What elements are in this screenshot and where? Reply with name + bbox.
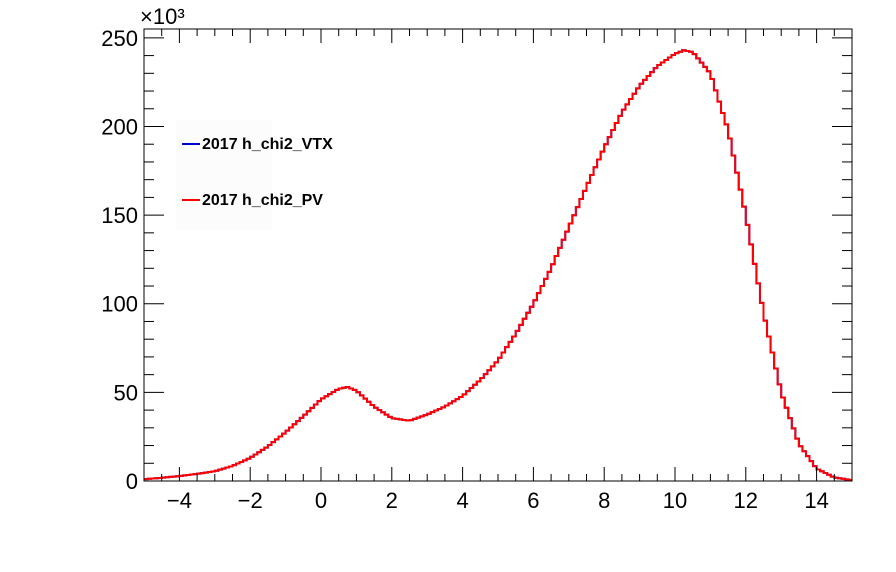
y-tick-label: 50 bbox=[114, 380, 138, 405]
legend-box bbox=[176, 120, 272, 230]
legend: 2017 h_chi2_VTX 2017 h_chi2_PV bbox=[176, 120, 333, 230]
legend-label-vtx: 2017 h_chi2_VTX bbox=[202, 136, 333, 153]
x-axis: −4 −2 0 2 4 6 8 10 12 14 bbox=[143, 29, 853, 513]
y-tick-label: 150 bbox=[101, 203, 138, 228]
x-tick-label: 0 bbox=[315, 488, 327, 513]
x-tick-label: 8 bbox=[598, 488, 610, 513]
x-tick-label: −2 bbox=[238, 488, 263, 513]
y-tick-label: 250 bbox=[101, 26, 138, 51]
x-tick-label: 4 bbox=[456, 488, 468, 513]
x-tick-label: 2 bbox=[386, 488, 398, 513]
x-tick-label: 10 bbox=[663, 488, 687, 513]
x-tick-label: 6 bbox=[527, 488, 539, 513]
x-tick-label: 12 bbox=[734, 488, 758, 513]
y-tick-label: 0 bbox=[126, 469, 138, 494]
y-axis: 0 50 100 150 200 250 bbox=[101, 26, 852, 494]
x-tick-label: −4 bbox=[167, 488, 192, 513]
x-tick-label: 14 bbox=[804, 488, 828, 513]
y-tick-label: 100 bbox=[101, 292, 138, 317]
legend-label-pv: 2017 h_chi2_PV bbox=[202, 192, 323, 209]
y-exponent-label: ×10³ bbox=[140, 4, 185, 29]
y-tick-label: 200 bbox=[101, 114, 138, 139]
series-layer bbox=[144, 49, 852, 481]
series-line-1 bbox=[144, 49, 852, 481]
